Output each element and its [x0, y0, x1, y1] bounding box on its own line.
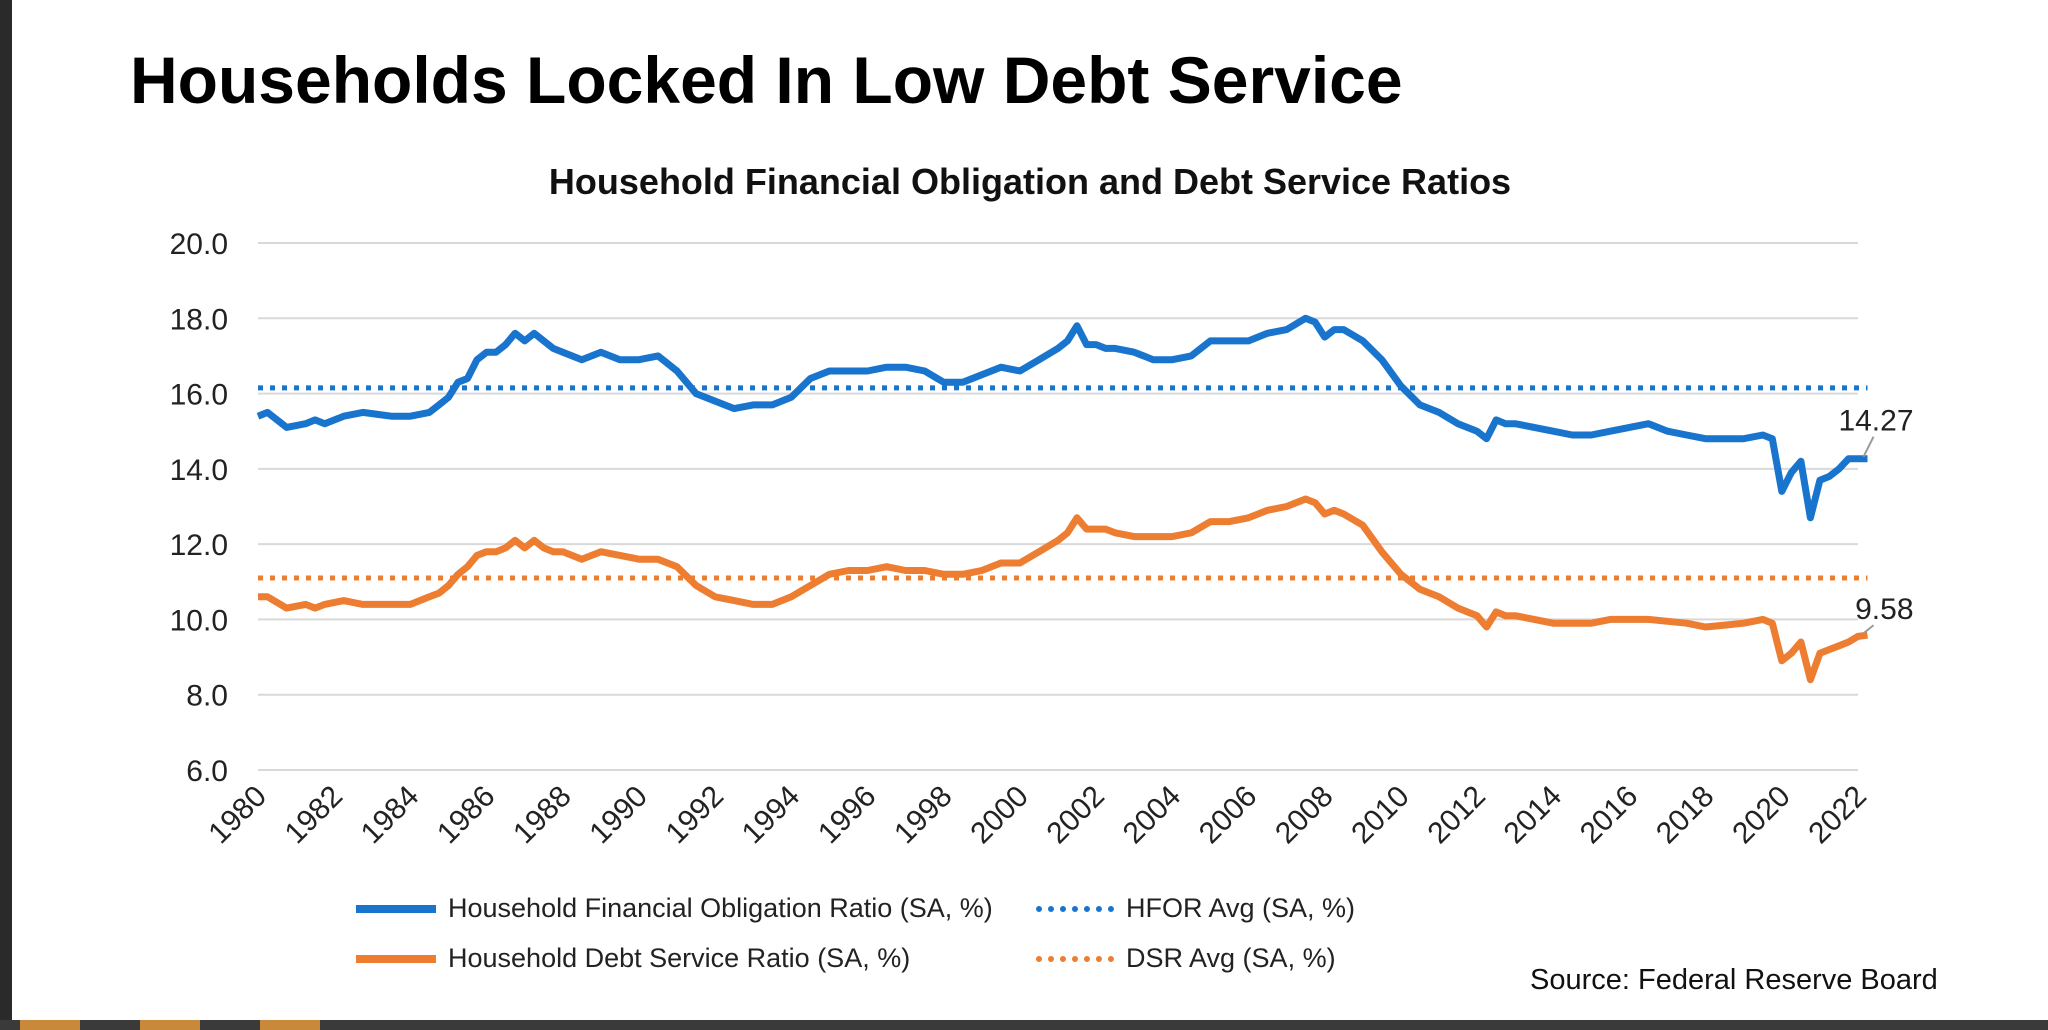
chart-legend: Household Financial Obligation Ratio (SA… — [356, 893, 1456, 1003]
slide-title: Households Locked In Low Debt Service — [130, 43, 1403, 117]
chart-title: Household Financial Obligation and Debt … — [549, 161, 1511, 202]
end-value-labels: 14.27 9.58 — [1838, 405, 1914, 635]
x-tick-label: 1996 — [812, 780, 883, 851]
x-tick-label: 2000 — [964, 780, 1035, 851]
x-tick-label: 2014 — [1498, 780, 1569, 851]
x-tick-label: 1990 — [583, 780, 654, 851]
bottom-edge-segment — [140, 1020, 200, 1030]
x-tick-label: 2010 — [1345, 780, 1416, 851]
x-tick-label: 2008 — [1269, 780, 1340, 851]
legend-label: DSR Avg (SA, %) — [1126, 943, 1336, 973]
legend-swatch — [1036, 905, 1114, 912]
bottom-frame-edge — [0, 1020, 2048, 1030]
annotation-leader — [1862, 624, 1875, 635]
x-tick-label: 1980 — [202, 780, 273, 851]
series-lines — [256, 314, 1868, 684]
annotation-leader — [1862, 436, 1875, 458]
x-tick-label: 2018 — [1650, 780, 1721, 851]
x-tick-label: 2016 — [1574, 780, 1645, 851]
y-tick-label: 16.0 — [170, 379, 228, 412]
legend-swatch — [356, 904, 436, 913]
end-value-label: 14.27 — [1838, 405, 1913, 438]
x-tick-label: 2004 — [1117, 780, 1188, 851]
bottom-edge-segment — [260, 1020, 320, 1030]
x-tick-label: 1984 — [355, 780, 426, 851]
x-tick-label: 1986 — [431, 780, 502, 851]
y-tick-label: 18.0 — [170, 303, 228, 336]
legend-item-hfor-avg: HFOR Avg (SA, %) — [1036, 893, 1355, 924]
left-frame-edge — [0, 0, 12, 1030]
end-value-label: 9.58 — [1855, 593, 1913, 626]
y-tick-label: 8.0 — [186, 680, 228, 713]
gridlines — [258, 242, 1858, 771]
x-tick-label: 1982 — [279, 780, 350, 851]
x-axis-tick-labels: 1980 1982 1984 1986 1988 1990 1992 1994 1996 1998… — [202, 780, 1873, 851]
legend-label: Household Financial Obligation Ratio (SA… — [448, 893, 993, 923]
source-note: Source: Federal Reserve Board — [1530, 964, 1938, 996]
legend-swatch — [1036, 955, 1114, 962]
x-tick-label: 1988 — [507, 780, 578, 851]
y-tick-label: 10.0 — [170, 604, 228, 637]
x-tick-label: 2002 — [1041, 780, 1112, 851]
x-tick-label: 1994 — [736, 780, 807, 851]
x-tick-label: 2006 — [1193, 780, 1264, 851]
legend-item-dsr-avg: DSR Avg (SA, %) — [1036, 943, 1336, 974]
bottom-edge-segment — [20, 1020, 80, 1030]
x-tick-label: 2022 — [1802, 780, 1873, 851]
legend-item-hfor: Household Financial Obligation Ratio (SA… — [356, 893, 993, 924]
legend-swatch — [356, 954, 436, 963]
x-tick-label: 1992 — [660, 780, 731, 851]
y-tick-label: 14.0 — [170, 454, 228, 487]
series-line-household — [256, 314, 1868, 522]
y-tick-label: 12.0 — [170, 529, 228, 562]
legend-label: Household Debt Service Ratio (SA, %) — [448, 943, 911, 973]
x-tick-label: 2012 — [1421, 780, 1492, 851]
x-tick-label: 2020 — [1726, 780, 1797, 851]
legend-label: HFOR Avg (SA, %) — [1126, 893, 1356, 923]
series-line-household — [258, 495, 1868, 684]
y-tick-label: 6.0 — [186, 755, 228, 788]
y-tick-label: 20.0 — [170, 228, 228, 261]
x-tick-label: 1998 — [888, 780, 959, 851]
y-axis-tick-labels: 6.0 8.0 10.0 12.0 14.0 16.0 18.0 20.0 — [170, 228, 228, 788]
legend-item-dsr: Household Debt Service Ratio (SA, %) — [356, 943, 910, 974]
